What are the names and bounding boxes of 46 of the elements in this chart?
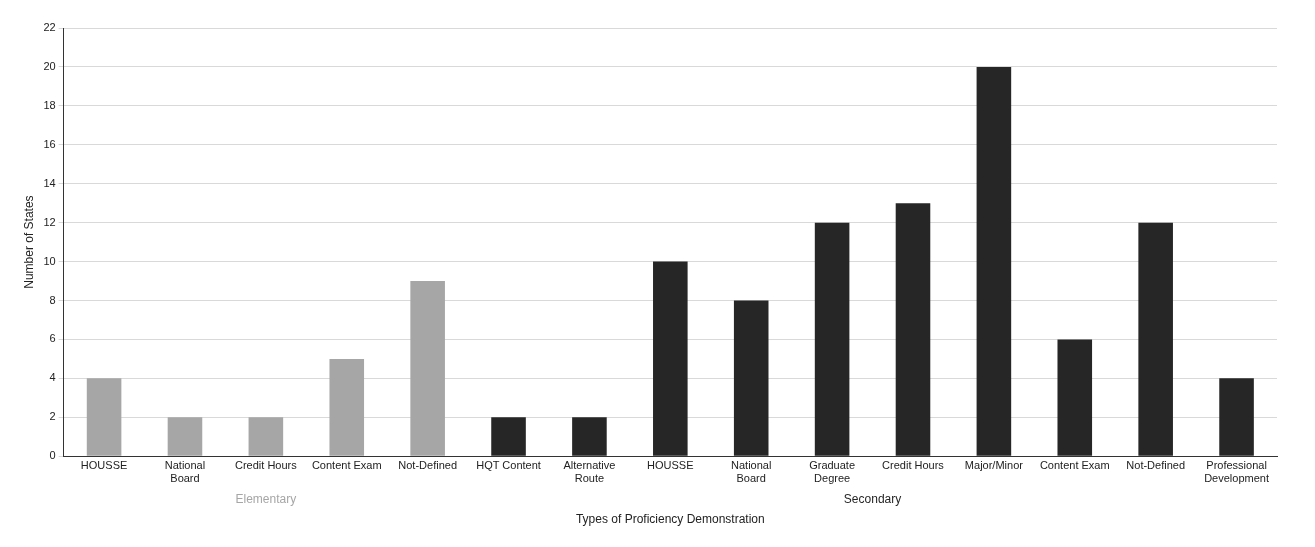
text: Elementary [235,492,297,506]
bar [976,66,1012,456]
x-tick-label: HQT Content [476,458,541,471]
x-tick-label: National Board [164,458,206,485]
bar [410,281,445,456]
y-tick-label: 12 [43,215,56,228]
y-tick-label: 20 [43,59,56,72]
bar [895,203,931,456]
bar [329,358,365,456]
bar [572,417,607,456]
x-tick-label: National Board [731,458,772,485]
bar [1219,378,1254,456]
y-tick-label: 8 [49,293,56,306]
bar [814,222,850,456]
x-tick-label: HOUSSE [647,458,694,471]
bar [1057,339,1093,456]
x-tick-label: Credit Hours [234,458,298,471]
y-tick-label: 4 [49,371,56,384]
bar [86,378,122,456]
y-tick-label: 6 [49,332,56,345]
x-axis-title: Types of Proficiency Demonstration [575,512,765,527]
x-tick-label: Not-Defined [1126,458,1186,471]
bar [653,261,688,456]
x-tick-label: Professional Development [1204,458,1269,485]
y-tick-label: 22 [43,21,56,34]
text: Secondary [843,492,902,506]
y-tick-label: 18 [43,98,56,111]
y-tick-label: 10 [43,254,56,267]
y-axis-title: Number of States [21,195,36,289]
y-tick-label: 14 [43,176,56,189]
bar [1138,222,1173,456]
x-tick-label: Alternative Route [563,458,616,485]
bar [167,417,203,456]
y-tick-label: 0 [49,449,56,462]
x-tick-label: Content Exam [311,458,382,471]
x-tick-label: Major/Minor [964,458,1024,471]
y-tick-label: 2 [49,410,56,423]
x-tick-label: Graduate Degree [809,458,856,485]
x-tick-label: Not-Defined [398,458,457,471]
x-tick-label: HOUSSE [80,458,128,471]
bar [248,417,284,456]
x-tick-label: Credit Hours [882,458,945,471]
bar [733,300,769,456]
bar [491,417,526,456]
y-tick-label: 16 [43,137,56,150]
x-tick-label: Content Exam [1039,458,1110,471]
